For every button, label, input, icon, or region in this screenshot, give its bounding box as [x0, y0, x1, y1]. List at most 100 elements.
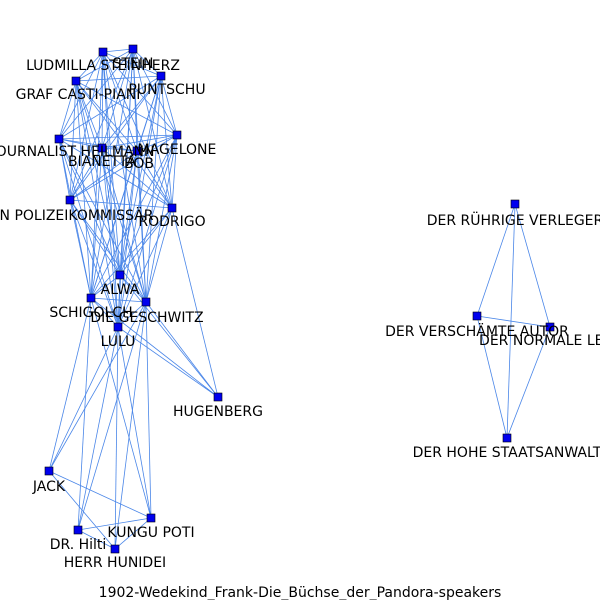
edge-magelone-alwa: [119, 134, 178, 276]
node-label-hilti: DR. Hilti: [50, 537, 107, 553]
edge-hilti-kungu: [77, 517, 152, 531]
edge-layer: [48, 48, 551, 550]
edge-bianetta-bob: [101, 147, 138, 152]
node-label-geschwitz: DIE GESCHWITZ: [90, 310, 203, 326]
edge-stein-ludmilla: [102, 48, 134, 53]
edge-bob-lulu: [117, 150, 138, 328]
edge-verleger-autor: [476, 203, 516, 317]
edge-bob-alwa: [119, 150, 138, 276]
edge-graf-magelone: [75, 80, 178, 136]
node-jack: [44, 466, 54, 476]
node-ludmilla: [98, 47, 108, 57]
edge-magelone-bianetta: [101, 134, 178, 149]
node-graf: [71, 76, 81, 86]
edge-stein-rodrigo: [132, 48, 173, 209]
edge-magelone-rodrigo: [171, 134, 178, 209]
edge-polizei-rodrigo: [69, 199, 173, 209]
node-label-ludmilla: LUDMILLA STEINHERZ: [26, 58, 180, 74]
edge-geschwitz-hilti: [77, 301, 147, 531]
edge-magelone-lulu: [117, 134, 178, 328]
edge-alwa-hugenberg: [119, 274, 219, 398]
edge-bob-polizei: [69, 150, 138, 201]
edge-kungu-hunidei: [114, 517, 152, 550]
edge-schigolch-kungu: [90, 297, 152, 519]
node-label-verleger: DER RÜHRIGE VERLEGER: [427, 211, 600, 229]
edge-bianetta-geschwitz: [101, 147, 147, 303]
edge-magelone-schigolch: [90, 134, 178, 299]
edge-geschwitz-lulu: [117, 301, 147, 328]
node-label-jack: JACK: [32, 479, 66, 495]
edge-puntschu-graf: [75, 75, 162, 82]
edge-journalist-geschwitz: [58, 138, 147, 303]
edge-magelone-polizei: [69, 134, 178, 201]
node-label-kungu: KUNGU POTI: [107, 525, 194, 541]
edge-stein-puntschu: [132, 48, 162, 77]
edge-bob-schigolch: [90, 150, 138, 299]
edge-alwa-lulu: [117, 274, 121, 328]
edge-graf-bianetta: [75, 80, 103, 149]
edge-graf-schigolch: [75, 80, 92, 299]
node-lulu: [113, 322, 123, 332]
edge-jack-kungu: [48, 470, 152, 519]
edge-schigolch-geschwitz: [90, 297, 147, 303]
edge-rodrigo-lulu: [117, 207, 173, 328]
edge-rodrigo-alwa: [119, 207, 173, 276]
edge-rodrigo-geschwitz: [145, 207, 173, 303]
node-label-lulu: LULU: [101, 334, 136, 350]
edge-magelone-geschwitz: [145, 134, 178, 303]
node-hugenberg: [213, 392, 223, 402]
edge-journalist-alwa: [58, 138, 121, 276]
edge-lulu-hilti: [77, 326, 119, 531]
edge-verleger-normale: [514, 203, 551, 328]
edge-geschwitz-kungu: [145, 301, 152, 519]
edge-rodrigo-schigolch: [90, 207, 173, 299]
edge-graf-polizei: [69, 80, 77, 201]
node-normale: [545, 322, 555, 332]
edge-alwa-schigolch: [90, 274, 121, 299]
node-label-graf: GRAF CASTI-PIANI: [16, 87, 141, 103]
edge-puntschu-lulu: [117, 75, 162, 328]
edge-puntschu-magelone: [160, 75, 178, 136]
edge-stein-graf: [75, 48, 134, 82]
edge-bianetta-polizei: [69, 147, 103, 201]
node-alwa: [115, 270, 125, 280]
node-autor: [472, 311, 482, 321]
node-puntschu: [156, 71, 166, 81]
edge-stein-journalist: [58, 48, 134, 140]
edge-hilti-hunidei: [77, 529, 116, 550]
node-bob: [132, 146, 142, 156]
edge-graf-geschwitz: [75, 80, 147, 303]
edge-bianetta-schigolch: [90, 147, 103, 299]
edge-autor-staatsanwalt: [476, 315, 508, 439]
edge-graf-alwa: [75, 80, 121, 276]
edge-magelone-bob: [136, 134, 178, 152]
edge-lulu-hunidei: [114, 326, 119, 550]
edge-puntschu-geschwitz: [145, 75, 162, 303]
edge-puntschu-journalist: [58, 75, 162, 140]
edge-schigolch-lulu: [90, 297, 119, 328]
edge-alwa-geschwitz: [119, 274, 147, 303]
node-bianetta: [97, 143, 107, 153]
edge-journalist-rodrigo: [58, 138, 173, 209]
node-label-autor: DER VERSCHÄMTE AUTOR: [385, 322, 569, 340]
node-hilti: [73, 525, 83, 535]
node-rodrigo: [167, 203, 177, 213]
node-label-journalist: JOURNALIST HEILMANN: [0, 144, 154, 160]
node-label-puntschu: PUNTSCHU: [128, 82, 205, 98]
node-stein: [128, 44, 138, 54]
node-verleger: [510, 199, 520, 209]
edge-autor-normale: [476, 315, 551, 328]
edge-ludmilla-graf: [75, 51, 104, 82]
node-label-rodrigo: RODRIGO: [138, 214, 205, 230]
node-label-bianetta: BIANETTA: [68, 154, 136, 170]
node-label-magelone: MAGELONE: [138, 142, 217, 158]
edge-polizei-alwa: [69, 199, 121, 276]
node-geschwitz: [141, 297, 151, 307]
node-label-hugenberg: HUGENBERG: [173, 404, 263, 420]
edge-ludmilla-rodrigo: [102, 51, 173, 209]
node-label-polizei: EIN POLIZEIKOMMISSÄR: [0, 206, 154, 224]
edge-polizei-geschwitz: [69, 199, 147, 303]
node-kungu: [146, 513, 156, 523]
edge-jack-hunidei: [48, 470, 116, 550]
node-hunidei: [110, 544, 120, 554]
